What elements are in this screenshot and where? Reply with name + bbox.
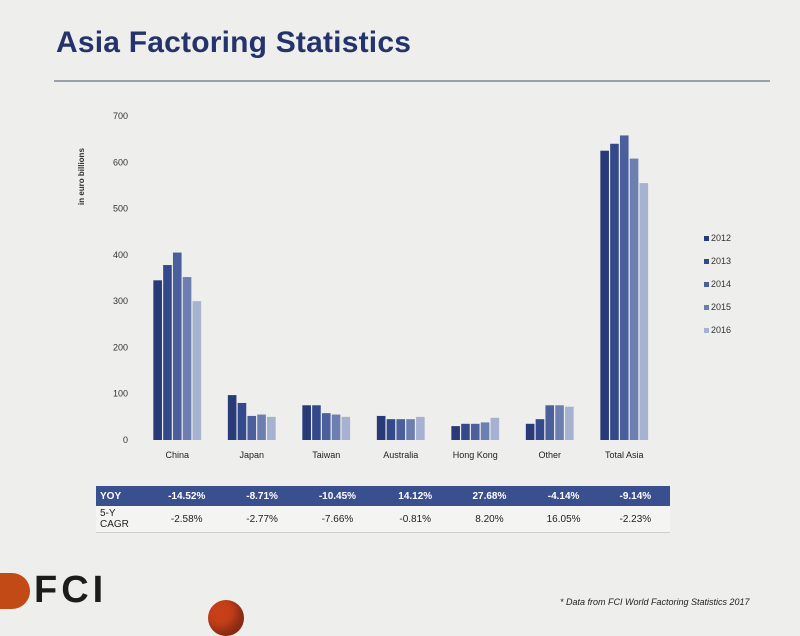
yoy-cell-other: -4.14% [526, 486, 601, 506]
bar-australia-2012 [376, 415, 386, 440]
bar-other-2015 [555, 405, 564, 440]
legend-swatch-2016 [704, 328, 709, 333]
bar-series [153, 135, 649, 440]
bar-australia-2015 [406, 419, 415, 440]
x-category-label: China [165, 450, 189, 460]
y-tick-label: 500 [113, 204, 128, 214]
source-footnote: * Data from FCI World Factoring Statisti… [560, 597, 750, 607]
bar-taiwan-2015 [331, 414, 341, 440]
bar-japan-2012 [227, 395, 237, 440]
cagr-cell-total-asia: -2.23% [600, 506, 670, 533]
bar-other-2012 [525, 423, 535, 440]
bar-china-2015 [182, 277, 192, 440]
bar-australia-2013 [386, 419, 396, 440]
bar-taiwan-2014 [321, 413, 331, 440]
y-axis-label: in euro billions [77, 148, 86, 205]
x-category-label: Japan [239, 450, 264, 460]
cagr-cell-other: 16.05% [526, 506, 601, 533]
cagr-cell-taiwan: -7.66% [296, 506, 379, 533]
legend-label-2014: 2014 [711, 279, 731, 289]
bar-total-asia-2012 [600, 150, 609, 440]
x-category-label: Taiwan [312, 450, 340, 460]
stats-table: YOY -14.52% -8.71% -10.45% 14.12% 27.68%… [96, 486, 670, 533]
y-tick-label: 100 [113, 389, 128, 399]
bar-other-2016 [565, 406, 574, 440]
legend-label-2015: 2015 [711, 302, 731, 312]
cagr-cell-japan: -2.77% [227, 506, 297, 533]
x-category-label: Hong Kong [453, 450, 498, 460]
legend-label-2013: 2013 [711, 256, 731, 266]
legend-swatch-2014 [704, 282, 709, 287]
yoy-row: YOY -14.52% -8.71% -10.45% 14.12% 27.68%… [96, 486, 670, 506]
bar-china-2013 [163, 265, 172, 440]
yoy-cell-china: -14.52% [146, 486, 228, 506]
x-axis-categories: China Japan Taiwan Australia Hong Kong Other T… [165, 450, 643, 460]
yoy-label: YOY [96, 486, 146, 506]
bar-hong-kong-2016 [490, 417, 500, 440]
cagr-cell-hong-kong: 8.20% [452, 506, 527, 533]
yoy-cell-taiwan: -10.45% [296, 486, 379, 506]
legend-swatch-2015 [704, 305, 709, 310]
bar-japan-2013 [237, 402, 247, 440]
page-title: Asia Factoring Statistics [56, 26, 412, 59]
logo-mark-icon [0, 573, 30, 609]
yoy-cell-japan: -8.71% [227, 486, 297, 506]
y-tick-label: 600 [113, 157, 128, 167]
legend-label-2016: 2016 [711, 325, 731, 335]
bar-japan-2016 [267, 416, 276, 440]
bar-other-2014 [545, 405, 555, 440]
cagr-cell-china: -2.58% [146, 506, 228, 533]
cagr-row: 5-Y CAGR -2.58% -2.77% -7.66% -0.81% 8.2… [96, 506, 670, 533]
bar-japan-2014 [247, 415, 257, 440]
bar-hong-kong-2012 [451, 426, 460, 440]
bar-total-asia-2015 [629, 158, 639, 440]
y-tick-label: 700 [113, 111, 128, 121]
bar-hong-kong-2015 [480, 422, 490, 440]
legend: 2012 2013 2014 2015 2016 [704, 233, 731, 335]
bar-taiwan-2016 [341, 416, 351, 440]
y-tick-label: 400 [113, 250, 128, 260]
bar-australia-2016 [416, 416, 425, 440]
y-axis-ticks: 0 100 200 300 400 500 600 700 [113, 111, 128, 445]
bar-total-asia-2013 [610, 143, 619, 440]
bar-hong-kong-2013 [461, 423, 470, 440]
x-category-label: Australia [383, 450, 418, 460]
cagr-cell-australia: -0.81% [378, 506, 453, 533]
bar-china-2016 [192, 301, 202, 440]
bar-japan-2015 [257, 414, 266, 440]
fci-logo: FCI [0, 567, 140, 613]
legend-swatch-2013 [704, 259, 709, 264]
bar-china-2012 [153, 280, 162, 440]
y-tick-label: 300 [113, 296, 128, 306]
decorative-orb [208, 600, 244, 636]
legend-label-2012: 2012 [711, 233, 731, 243]
logo-text: FCI [34, 569, 108, 611]
yoy-cell-hong-kong: 27.68% [452, 486, 527, 506]
y-tick-label: 0 [123, 435, 128, 445]
yoy-cell-total-asia: -9.14% [600, 486, 670, 506]
title-divider [54, 80, 770, 82]
bar-china-2014 [172, 252, 182, 440]
bar-chart: in euro billions 0100200300400500600700 … [77, 111, 731, 460]
x-category-label: Total Asia [605, 450, 644, 460]
bar-taiwan-2012 [302, 405, 311, 440]
cagr-label: 5-Y CAGR [96, 506, 146, 533]
bar-australia-2014 [396, 419, 406, 440]
bar-taiwan-2013 [312, 405, 321, 440]
x-category-label: Other [538, 450, 561, 460]
y-tick-label: 200 [113, 342, 128, 352]
bar-total-asia-2016 [639, 183, 649, 440]
yoy-cell-australia: 14.12% [378, 486, 453, 506]
bar-total-asia-2014 [619, 135, 629, 440]
bar-other-2013 [535, 419, 545, 440]
bar-hong-kong-2014 [470, 423, 480, 440]
legend-swatch-2012 [704, 236, 709, 241]
